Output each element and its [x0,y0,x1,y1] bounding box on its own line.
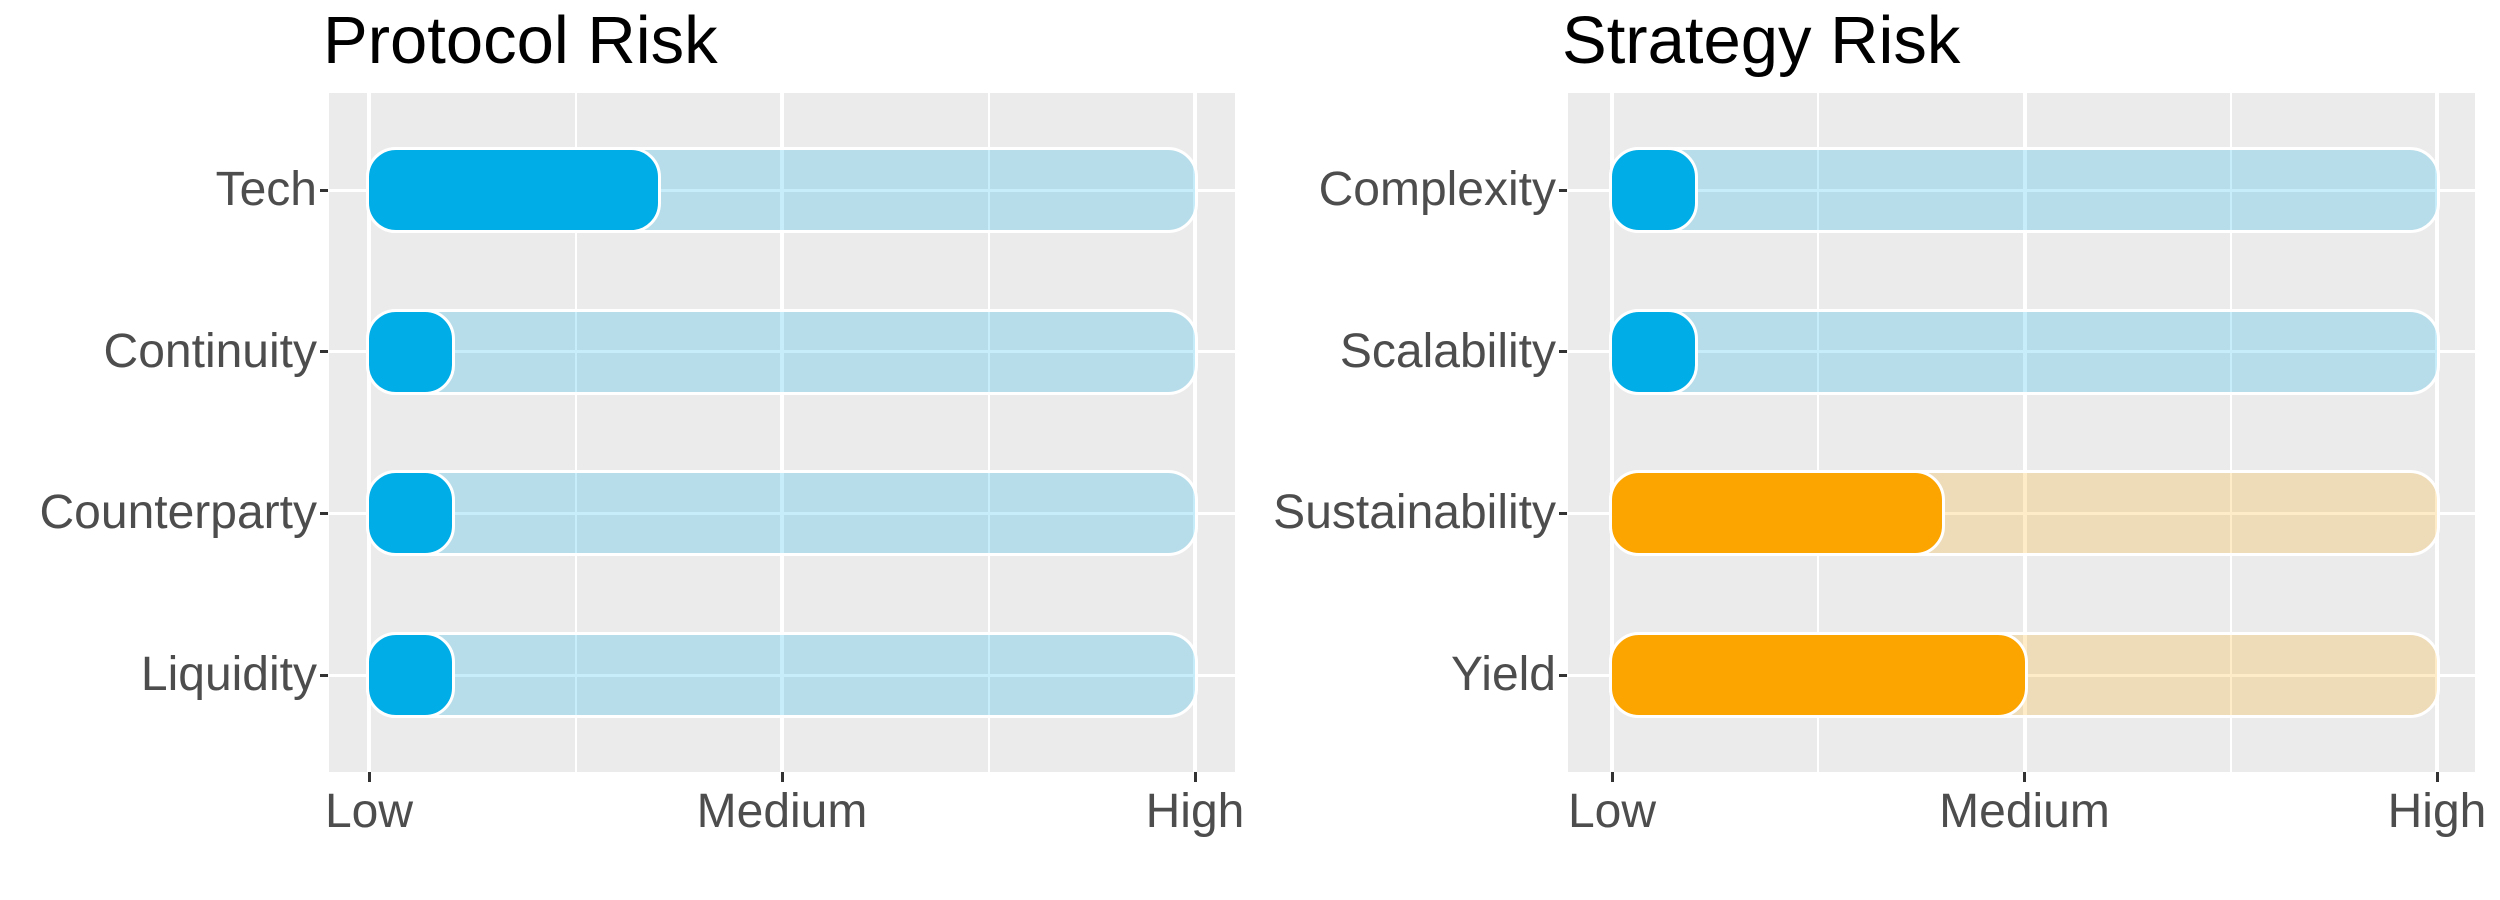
gridline-minor [1817,93,1820,772]
plot-panel-strategy-risk [1568,93,2475,772]
axis-tick-y [1559,350,1567,354]
gridline-row [329,188,1235,192]
plot-panel-protocol-risk [329,93,1235,772]
bar-track [366,632,1198,718]
gridline-major [1610,93,1614,772]
bar-track [1609,147,2440,233]
y-axis-label: Scalability [1339,324,1556,378]
axis-tick-x [2435,772,2439,782]
axis-tick-x [780,772,784,782]
gridline-major [780,93,784,772]
axis-tick-y [320,673,328,677]
gridline-row [329,511,1235,515]
gridline-row [1568,350,2475,354]
y-axis-label: Tech [215,163,317,216]
y-axis-label: Complexity [1318,163,1556,216]
x-axis-label: Medium [696,785,868,838]
gridline-minor [2229,93,2232,772]
chart-title-strategy-risk: Strategy Risk [1562,3,1961,78]
chart-title-protocol-risk: Protocol Risk [323,3,718,78]
gridline-row [329,350,1235,354]
axis-tick-x [1193,772,1197,782]
bar-fill [1609,470,1945,557]
bar-fill [1609,308,1698,395]
gridline-row [1568,511,2475,515]
bar-fill [366,147,662,233]
bar-fill [1609,632,2028,718]
x-axis-label: Medium [1939,785,2110,838]
bar-track [1609,308,2440,395]
y-axis-label: Continuity [103,324,317,378]
bar-fill [366,308,455,395]
bar-fill [366,632,455,718]
axis-tick-y [320,188,328,192]
x-axis-label: High [1145,785,1245,838]
y-axis-label: Sustainability [1273,486,1556,540]
gridline-major [367,93,371,772]
gridline-minor [574,93,577,772]
y-axis-label: Yield [1451,648,1556,701]
y-axis-label: Liquidity [140,648,317,701]
gridline-major [2435,93,2439,772]
bar-fill [1609,147,1698,233]
gridline-minor [987,93,990,772]
axis-tick-y [1559,511,1567,515]
x-axis-label: Low [324,785,414,838]
x-axis-label: High [2387,785,2487,838]
axis-tick-y [320,350,328,354]
y-axis-label: Counterparty [39,486,317,540]
gridline-major [1193,93,1197,772]
axis-tick-y [320,511,328,515]
gridline-row [1568,188,2475,192]
axis-tick-x [367,772,371,782]
gridline-row [329,673,1235,677]
x-axis-label: Low [1567,785,1657,838]
axis-tick-x [1610,772,1614,782]
axis-tick-x [2023,772,2026,782]
axis-tick-y [1559,188,1567,192]
bar-fill [366,470,455,557]
gridline-major [2022,93,2027,772]
bar-track [366,470,1198,557]
axis-tick-y [1559,673,1567,677]
